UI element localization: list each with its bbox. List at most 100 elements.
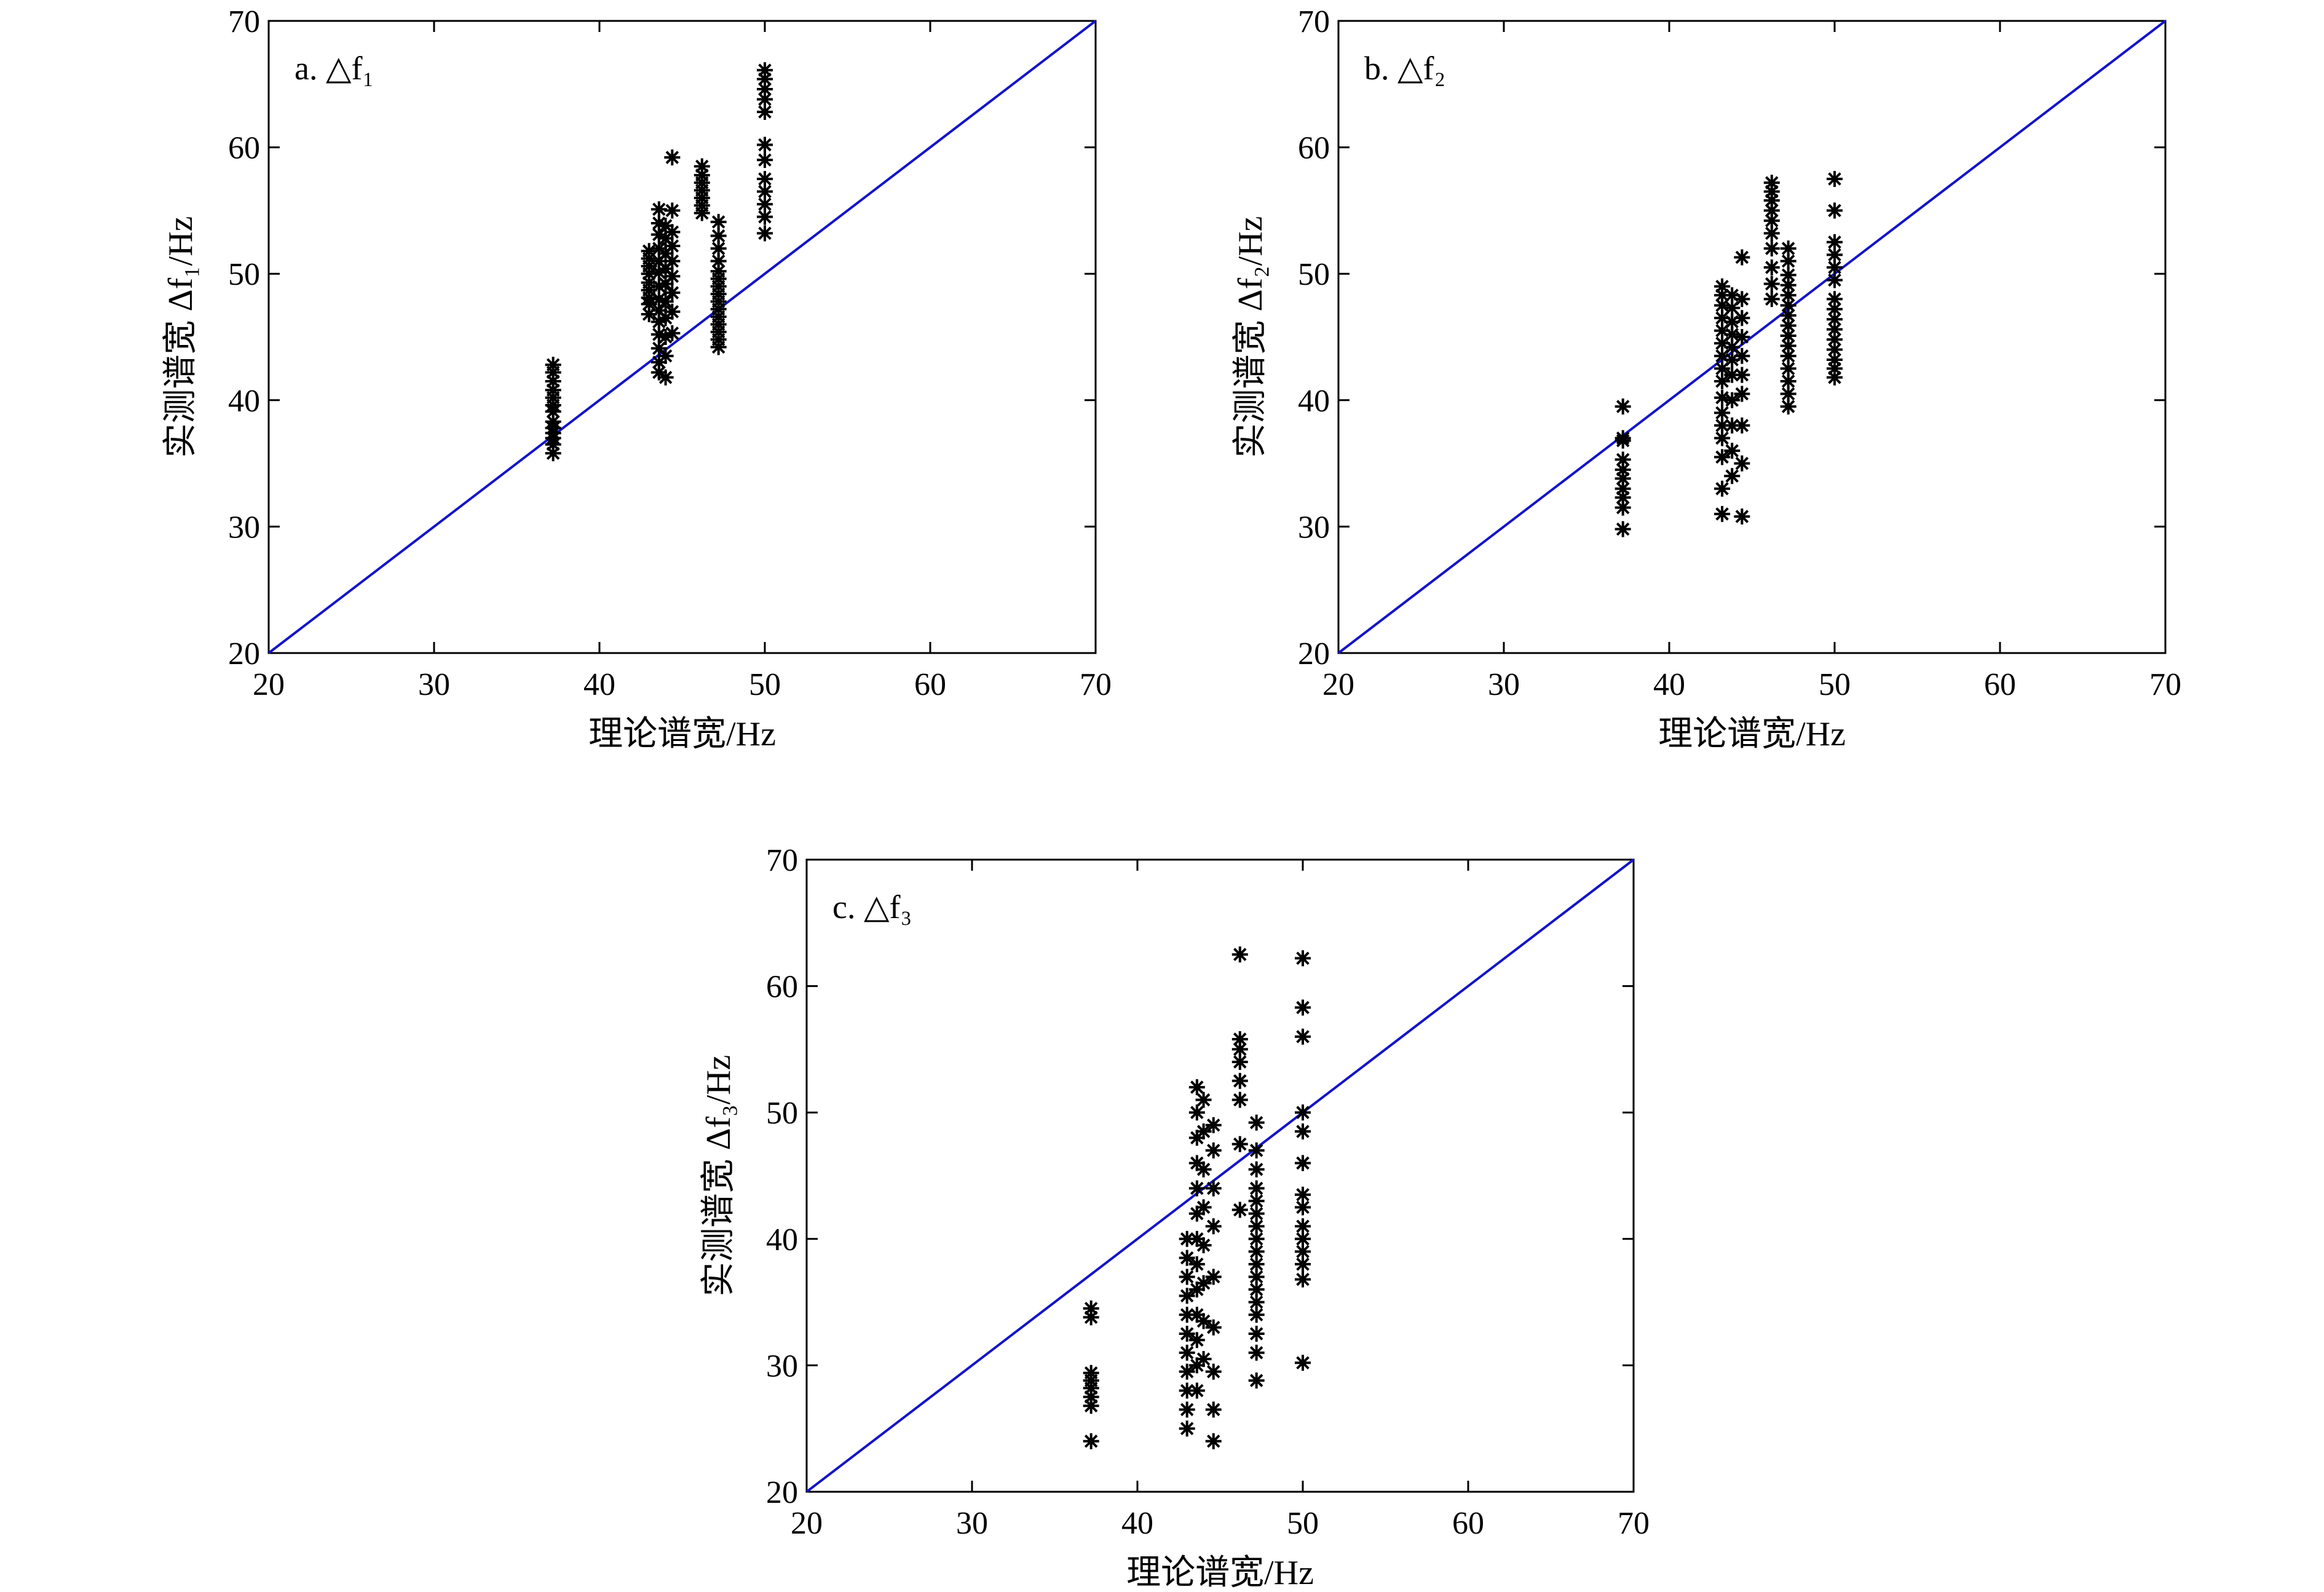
y-tick-label: 70 — [1298, 4, 1330, 39]
data-point — [1763, 259, 1780, 275]
x-tick-label: 20 — [791, 1506, 823, 1541]
data-point — [1248, 1372, 1265, 1389]
x-axis-label: 理论谱宽/Hz — [1658, 715, 1846, 753]
data-point — [1734, 386, 1750, 402]
data-point — [757, 171, 773, 187]
data-point — [1248, 1344, 1265, 1361]
data-point — [1188, 1256, 1205, 1272]
data-point — [1295, 1155, 1311, 1171]
data-point — [664, 268, 681, 285]
data-point — [1188, 1382, 1205, 1399]
data-point — [1734, 455, 1750, 472]
data-point — [1179, 1269, 1195, 1285]
data-point — [657, 369, 674, 386]
data-point — [1827, 291, 1843, 307]
x-tick-label: 60 — [1452, 1506, 1484, 1541]
data-point — [1248, 1256, 1265, 1272]
data-point — [1188, 1104, 1205, 1121]
data-point — [1295, 1186, 1311, 1203]
data-point — [1295, 1218, 1311, 1235]
data-point — [1780, 267, 1796, 283]
data-point — [1780, 307, 1796, 324]
data-point — [1231, 1041, 1248, 1058]
x-tick-label: 60 — [914, 667, 946, 702]
data-point — [1763, 275, 1780, 292]
data-point — [1231, 1136, 1248, 1152]
data-point — [1763, 175, 1780, 191]
x-tick-label: 60 — [1984, 667, 2016, 702]
data-point — [1827, 352, 1843, 368]
data-point — [1827, 202, 1843, 219]
x-axis-label: 理论谱宽/Hz — [1126, 1554, 1314, 1592]
data-point — [1248, 1230, 1265, 1247]
data-point — [1195, 1091, 1212, 1108]
x-tick-label: 30 — [1488, 667, 1520, 702]
data-point — [1231, 1072, 1248, 1089]
data-point — [694, 158, 710, 175]
plot-frame — [805, 858, 1635, 1493]
data-point — [1205, 1142, 1222, 1158]
x-tick-label: 50 — [1819, 667, 1851, 702]
y-tick-label: 60 — [228, 131, 260, 166]
plot-frame — [267, 20, 1097, 654]
data-point — [757, 152, 773, 168]
data-point — [1734, 291, 1750, 307]
data-point — [1780, 240, 1796, 257]
data-point — [1780, 317, 1796, 334]
data-point — [657, 347, 674, 364]
y-tick-label: 70 — [766, 843, 798, 878]
data-point — [1295, 999, 1311, 1016]
data-point — [1827, 171, 1843, 187]
data-point — [1615, 451, 1631, 468]
data-point — [1179, 1344, 1195, 1361]
data-point — [657, 329, 674, 345]
data-point — [1231, 1031, 1248, 1047]
data-point — [657, 293, 674, 310]
data-point — [1714, 389, 1731, 406]
y-axis-label: 实测谱宽 Δf₂/Hz — [1231, 216, 1270, 457]
data-point — [657, 275, 674, 292]
data-point — [1724, 468, 1741, 485]
x-tick-label: 30 — [418, 667, 450, 702]
data-point — [1195, 1161, 1212, 1178]
y-tick-label: 50 — [228, 257, 260, 292]
y-tick-label: 30 — [228, 510, 260, 545]
data-point — [1083, 1300, 1099, 1317]
data-point — [1248, 1218, 1265, 1235]
data-point — [1195, 1199, 1212, 1216]
data-point — [664, 237, 681, 254]
y-tick-label: 40 — [228, 384, 260, 419]
y-tick-label: 30 — [766, 1348, 798, 1384]
data-point — [1248, 1205, 1265, 1222]
x-tick-label: 50 — [1287, 1506, 1319, 1541]
y-tick-label: 50 — [1298, 257, 1330, 292]
data-point — [757, 62, 773, 79]
data-point — [1295, 1199, 1311, 1216]
data-point — [664, 202, 681, 219]
y-tick-label: 50 — [766, 1096, 798, 1131]
y-tick-label: 60 — [1298, 131, 1330, 166]
data-point — [710, 213, 727, 230]
data-point — [757, 225, 773, 242]
data-point — [1734, 347, 1750, 364]
data-point — [1195, 1351, 1212, 1368]
data-point — [1179, 1307, 1195, 1323]
data-point — [1083, 1433, 1099, 1449]
data-point — [1763, 291, 1780, 307]
data-point — [1188, 1205, 1205, 1222]
data-point — [757, 81, 773, 98]
x-tick-label: 70 — [2149, 667, 2181, 702]
data-point — [1734, 417, 1750, 434]
data-point — [1714, 405, 1731, 421]
data-point — [1714, 278, 1731, 295]
data-point — [1083, 1364, 1099, 1381]
data-point — [664, 303, 681, 320]
data-point — [1205, 1269, 1222, 1285]
data-point — [1295, 1230, 1311, 1247]
data-point — [1295, 1243, 1311, 1260]
data-point — [545, 357, 561, 373]
y-tick-label: 70 — [228, 4, 260, 39]
data-point — [1827, 341, 1843, 358]
x-axis-label: 理论谱宽/Hz — [588, 715, 776, 753]
data-point — [1734, 329, 1750, 345]
